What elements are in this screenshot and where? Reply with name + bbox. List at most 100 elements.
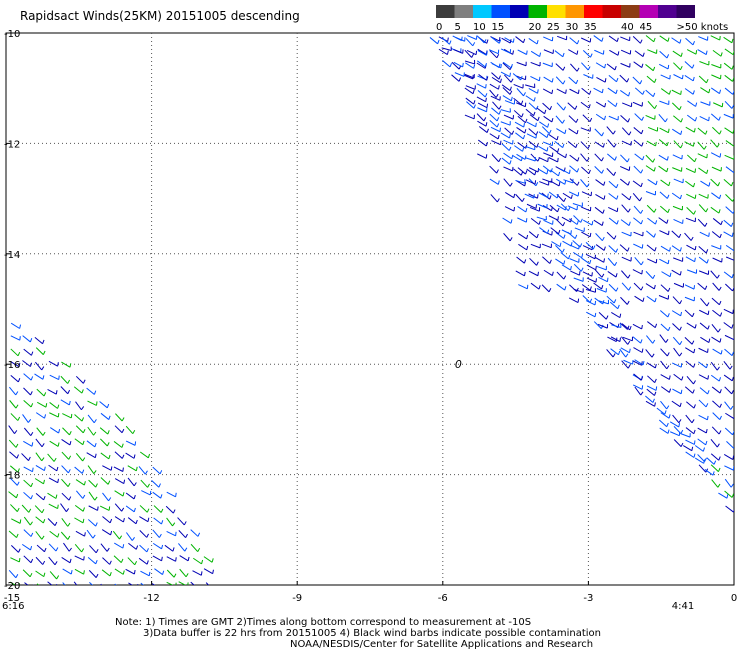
wind-barb bbox=[724, 348, 733, 357]
wind-barb bbox=[673, 282, 684, 288]
wind-barb-flag bbox=[639, 80, 643, 85]
wind-barb bbox=[608, 74, 617, 83]
wind-barb bbox=[593, 219, 603, 226]
wind-barb-flag bbox=[495, 93, 499, 98]
wind-barb-flag bbox=[694, 157, 697, 162]
wind-barb-flag bbox=[655, 386, 658, 391]
wind-barb bbox=[139, 516, 149, 523]
wind-barb-flag bbox=[534, 170, 537, 176]
wind-barb-flag bbox=[160, 508, 164, 513]
wind-barb-flag bbox=[28, 508, 32, 513]
wind-barb bbox=[525, 95, 535, 102]
wind-barb-flag bbox=[498, 85, 500, 90]
wind-barb bbox=[606, 168, 615, 176]
wind-barb-flag bbox=[694, 257, 696, 262]
wind-barb-flag bbox=[97, 506, 99, 511]
wind-barb-flag bbox=[654, 323, 658, 328]
wind-barb bbox=[659, 310, 669, 318]
wind-barb-flag bbox=[664, 410, 667, 415]
wind-barb-flag bbox=[508, 146, 512, 151]
wind-barb bbox=[607, 271, 617, 278]
wind-barb bbox=[632, 384, 643, 390]
wind-barb bbox=[711, 426, 720, 435]
wind-barb bbox=[556, 178, 566, 185]
wind-barb bbox=[541, 243, 552, 249]
wind-barb bbox=[710, 152, 721, 158]
wind-barb-flag bbox=[43, 466, 46, 471]
wind-barb bbox=[490, 194, 498, 203]
wind-barb bbox=[516, 153, 526, 160]
wind-barb-flag bbox=[577, 298, 580, 303]
wind-barb bbox=[646, 140, 656, 147]
wind-barb-flag bbox=[627, 364, 631, 369]
wind-barb bbox=[10, 322, 20, 329]
legend-swatch bbox=[565, 5, 584, 18]
wind-barb-flag bbox=[522, 38, 526, 43]
wind-barb bbox=[87, 519, 97, 527]
wind-barb bbox=[686, 322, 696, 329]
wind-barb-flag bbox=[133, 494, 136, 500]
wind-barb bbox=[621, 127, 630, 136]
wind-barb bbox=[538, 192, 548, 198]
wind-barb-flag bbox=[55, 494, 58, 499]
wind-barb bbox=[610, 348, 619, 356]
wind-barb bbox=[725, 505, 734, 513]
wind-barb bbox=[548, 191, 558, 199]
wind-barb bbox=[660, 360, 668, 370]
legend-swatch bbox=[473, 5, 492, 18]
wind-barb bbox=[178, 530, 186, 539]
wind-barb-flag bbox=[628, 92, 631, 97]
wind-barb bbox=[710, 113, 720, 121]
wind-barb-flag bbox=[570, 194, 573, 199]
x-tick-label: -3 bbox=[583, 593, 593, 604]
wind-barb bbox=[139, 451, 149, 459]
wind-barb bbox=[501, 37, 511, 44]
wind-barb-flag bbox=[146, 533, 149, 538]
plot-frame bbox=[5, 32, 735, 586]
wind-barb-flag bbox=[601, 132, 605, 137]
wind-barb-flag bbox=[602, 143, 605, 148]
wind-barb-flag bbox=[731, 38, 734, 43]
wind-barb bbox=[526, 168, 536, 176]
wind-barb-flag bbox=[718, 430, 722, 435]
wind-barb bbox=[608, 245, 617, 253]
wind-barb bbox=[594, 165, 603, 174]
wind-barb-flag bbox=[586, 183, 590, 188]
wind-barb bbox=[621, 193, 630, 201]
wind-barb bbox=[658, 154, 668, 161]
wind-barb bbox=[555, 76, 564, 85]
x-tick-label: -9 bbox=[292, 593, 302, 604]
wind-barb-flag bbox=[639, 197, 643, 202]
wind-barb bbox=[634, 257, 642, 266]
wind-barb bbox=[633, 373, 642, 381]
wind-barb bbox=[656, 407, 666, 415]
wind-barb-flag bbox=[17, 351, 21, 357]
wind-barb-flag bbox=[570, 218, 572, 223]
wind-barb bbox=[516, 61, 527, 67]
wind-barb bbox=[710, 453, 720, 461]
wind-barb bbox=[685, 217, 696, 223]
wind-barb bbox=[539, 181, 549, 186]
wind-barb-flag bbox=[604, 103, 607, 108]
pass-annotations: 6:16 4:410 bbox=[2, 358, 694, 612]
wind-barb bbox=[23, 479, 32, 488]
wind-barb-flag bbox=[653, 391, 657, 396]
wind-barb-flag bbox=[693, 453, 696, 458]
wind-barb-flag bbox=[733, 250, 734, 251]
wind-barb-flag bbox=[719, 130, 722, 135]
wind-barb bbox=[36, 388, 45, 397]
wind-barb bbox=[672, 336, 681, 346]
wind-barb-flag bbox=[108, 497, 112, 502]
wind-barb bbox=[555, 258, 565, 265]
wind-barb bbox=[673, 439, 682, 447]
wind-barb bbox=[49, 427, 59, 434]
wind-barb bbox=[61, 465, 69, 474]
wind-barb bbox=[698, 204, 707, 213]
wind-barb-flag bbox=[109, 560, 112, 565]
wind-barb bbox=[538, 168, 548, 175]
wind-barb-flag bbox=[562, 52, 565, 57]
center-marker: 0 bbox=[455, 358, 462, 371]
wind-barb bbox=[724, 427, 733, 436]
wind-barb bbox=[645, 89, 654, 98]
